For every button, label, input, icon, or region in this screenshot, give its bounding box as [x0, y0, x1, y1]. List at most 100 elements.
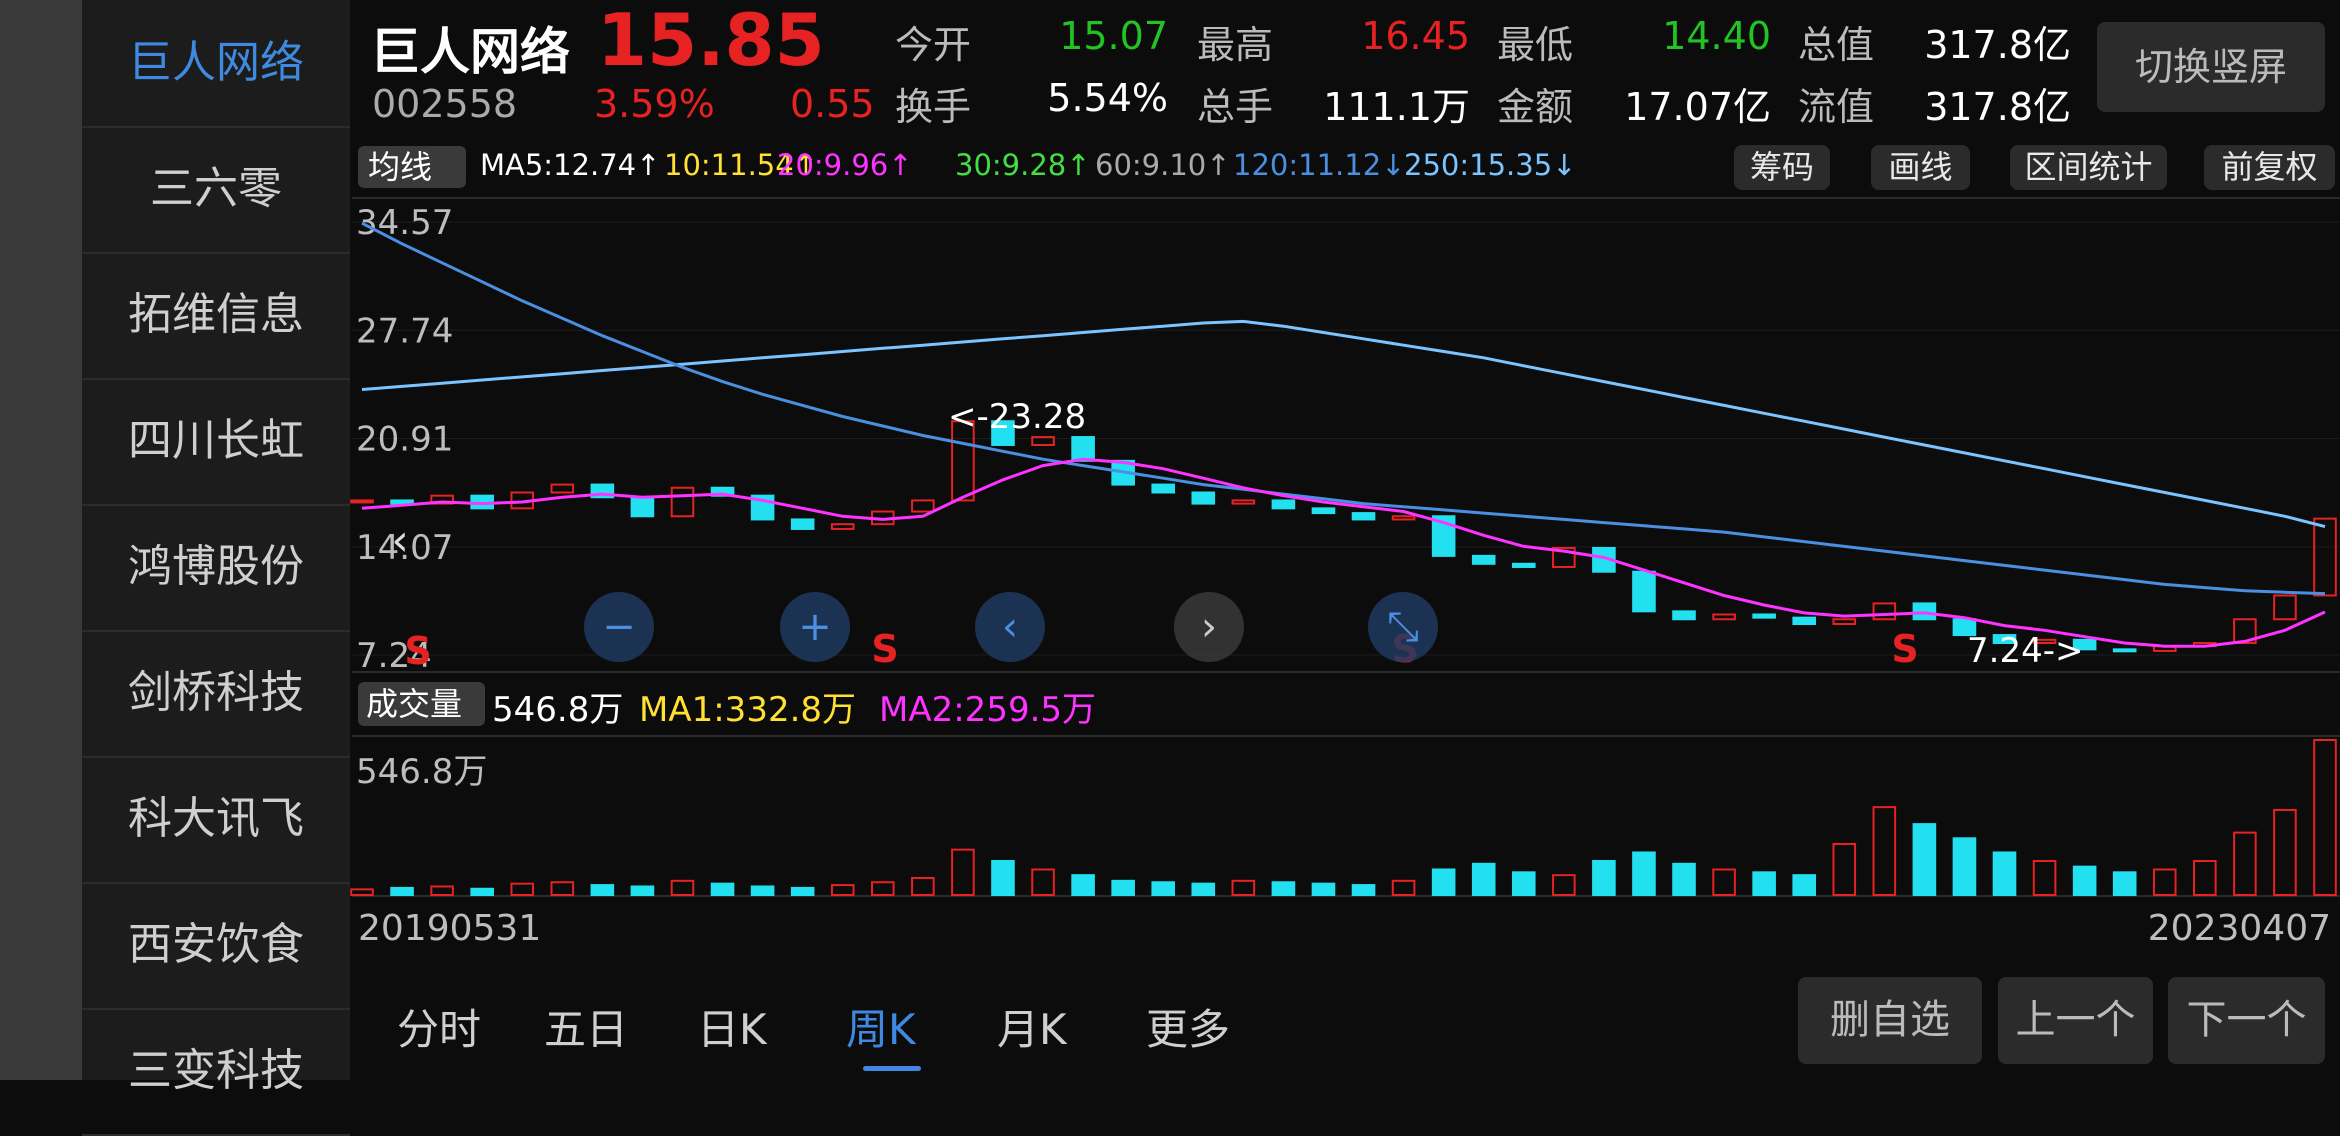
period-tab[interactable]: 五日 [544, 1005, 629, 1054]
candle [2032, 638, 2057, 645]
quote-label: 最低 [1497, 23, 1574, 67]
quote-label: 换手 [895, 85, 972, 129]
action-button[interactable]: 删自选 [1798, 977, 1982, 1064]
candle [2233, 618, 2257, 645]
period-tab[interactable]: 月K [997, 1005, 1067, 1054]
stock-list: 巨人网络 三六零 拓维信息 四川长虹 鸿博股份 剑桥科技 科大讯飞 西安饮食 三变科技 [82, 0, 350, 1136]
candle [1351, 512, 1376, 521]
volume-bar [390, 886, 414, 897]
candle [1952, 618, 1977, 637]
volume-bar [670, 879, 695, 896]
quote-label: 流值 [1798, 85, 1875, 129]
candle [1752, 613, 1776, 619]
volume-bar [1872, 806, 1897, 896]
signal-marker: S [404, 629, 431, 673]
volume-bar [1592, 859, 1616, 896]
candle [1231, 499, 1256, 505]
candle [911, 499, 935, 513]
volume-bar [1792, 874, 1817, 897]
volume-bar [991, 859, 1015, 896]
zoom-control[interactable]: ⤡ [1368, 592, 1438, 662]
quote-value: 5.54% [1047, 76, 1168, 120]
candle [1191, 491, 1216, 505]
stock-item[interactable]: 西安饮食 [82, 882, 350, 1010]
zoom-control[interactable]: + [780, 592, 850, 662]
candle [2072, 638, 2097, 651]
control-circle [584, 592, 654, 662]
candle [1071, 436, 1095, 462]
ma-value: 20:9.96↑ [777, 148, 913, 182]
quote-value: 14.40 [1662, 14, 1771, 58]
volume-bar [430, 885, 454, 896]
quote-value: 17.07亿 [1624, 85, 1771, 129]
candle [1792, 616, 1817, 625]
quote-label: 金额 [1497, 85, 1574, 129]
price: 15.85 [597, 0, 825, 82]
stock-name: 巨人网络 [370, 23, 570, 81]
ma-value: 250:15.35↓ [1404, 148, 1577, 182]
volume-bar [2152, 868, 2177, 896]
action-button[interactable]: 上一个 [1998, 977, 2153, 1064]
y-tick-label: 27.74 [356, 311, 453, 351]
volume-bar [2313, 739, 2337, 896]
stock-item[interactable]: 剑桥科技 [82, 630, 350, 758]
y-tick-label: 14.07 [356, 528, 453, 568]
quote-label: 总手 [1197, 85, 1274, 129]
annotation: 7.24-> [1967, 631, 2083, 671]
candle [1311, 507, 1336, 515]
ma-selector[interactable]: 均线 [358, 146, 466, 188]
candle [1151, 483, 1176, 494]
tool-button[interactable]: 画线 [1871, 145, 1970, 190]
volume-bar [550, 881, 575, 896]
stock-item[interactable]: 鸿博股份 [82, 504, 350, 632]
candle [1672, 610, 1696, 621]
volume-bar [2112, 871, 2137, 897]
stock-item[interactable]: 三六零 [82, 126, 350, 254]
volume-bar [2233, 831, 2257, 896]
stock-item[interactable]: 科大讯飞 [82, 756, 350, 884]
start-date: 20190531 [358, 908, 542, 949]
volume-bar [710, 882, 735, 897]
volume-bar [1672, 862, 1696, 897]
switch-button[interactable]: 切换竖屏 [2097, 22, 2325, 112]
quote-label: 最高 [1197, 23, 1274, 67]
volume-bar [1151, 881, 1176, 896]
stock-item[interactable]: 巨人网络 [82, 0, 350, 128]
zoom-control[interactable]: ‹ [975, 592, 1045, 662]
candle [951, 420, 975, 502]
scroll-left[interactable]: ‹ [391, 515, 409, 566]
tool-button[interactable]: 区间统计 [2010, 145, 2167, 190]
zoom-control[interactable]: › [1174, 592, 1244, 662]
left-strip [0, 0, 82, 1080]
volume-selector[interactable]: 成交量 [358, 682, 485, 726]
candle [830, 523, 855, 530]
tool-button[interactable]: 筹码 [1734, 145, 1830, 190]
action-button[interactable]: 下一个 [2168, 977, 2325, 1064]
chart: 34.57 27.74 20.91 14.07 7.24 <-23.28 7.24-> S S S… [350, 197, 2340, 897]
period-tab[interactable]: 周K [846, 1005, 916, 1054]
tool-button[interactable]: 前复权 [2204, 145, 2335, 190]
change: 0.55 [790, 82, 875, 126]
volume-bar [1191, 882, 1216, 897]
volume-bar [790, 886, 815, 897]
volume-latest: 546.8万 [492, 690, 624, 730]
volume-ma1: MA1:332.8万 [639, 690, 857, 730]
zoom-control[interactable]: − [584, 592, 654, 662]
volume-bar [870, 881, 895, 896]
candle [1471, 554, 1496, 565]
candle [670, 486, 695, 518]
volume-ma2: MA2:259.5万 [879, 690, 1097, 730]
stock-item[interactable]: 拓维信息 [82, 252, 350, 380]
control-icon: − [602, 604, 636, 650]
candle [2112, 648, 2137, 653]
ma-value: 30:9.28↑ [955, 148, 1091, 182]
volume-bar [1271, 881, 1296, 896]
candle [1431, 515, 1456, 557]
period-tab[interactable]: 日K [697, 1005, 767, 1054]
stock-item[interactable]: 四川长虹 [82, 378, 350, 506]
quote-value: 111.1万 [1323, 85, 1470, 129]
period-tab[interactable]: 更多 [1146, 1005, 1231, 1054]
volume-bar [1231, 879, 1256, 896]
period-tab[interactable]: 分时 [397, 1005, 482, 1054]
